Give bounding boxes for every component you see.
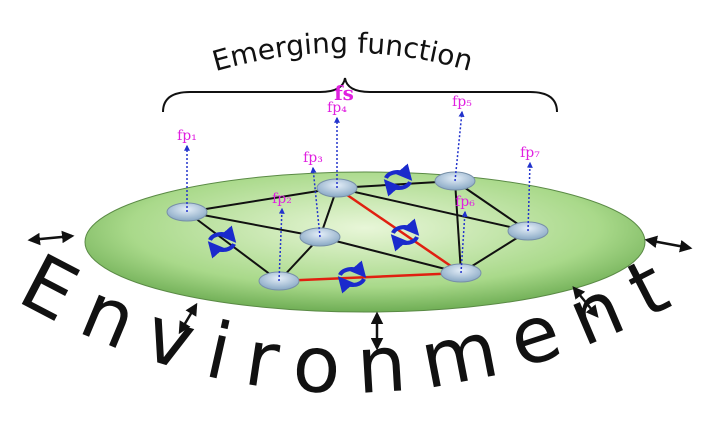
node-label: fp₃	[303, 150, 323, 166]
node-label: fp₆	[455, 194, 475, 210]
projection	[278, 207, 285, 282]
function-label: fs	[334, 81, 354, 105]
brace	[162, 77, 558, 113]
projection	[526, 161, 533, 232]
cycle-arrows	[207, 163, 420, 294]
node-label: fp₂	[272, 191, 292, 207]
node-label: fp₁	[177, 128, 197, 144]
red-edges	[278, 186, 462, 283]
projection	[310, 166, 321, 238]
projection	[454, 110, 465, 182]
node-label: fp₄	[327, 100, 347, 116]
node-label: fp₇	[520, 145, 540, 161]
title: Emerging function	[209, 26, 477, 78]
node-label: fp₅	[452, 94, 472, 110]
exchange-arrows	[27, 230, 693, 351]
title-text: Emerging function	[209, 26, 477, 78]
